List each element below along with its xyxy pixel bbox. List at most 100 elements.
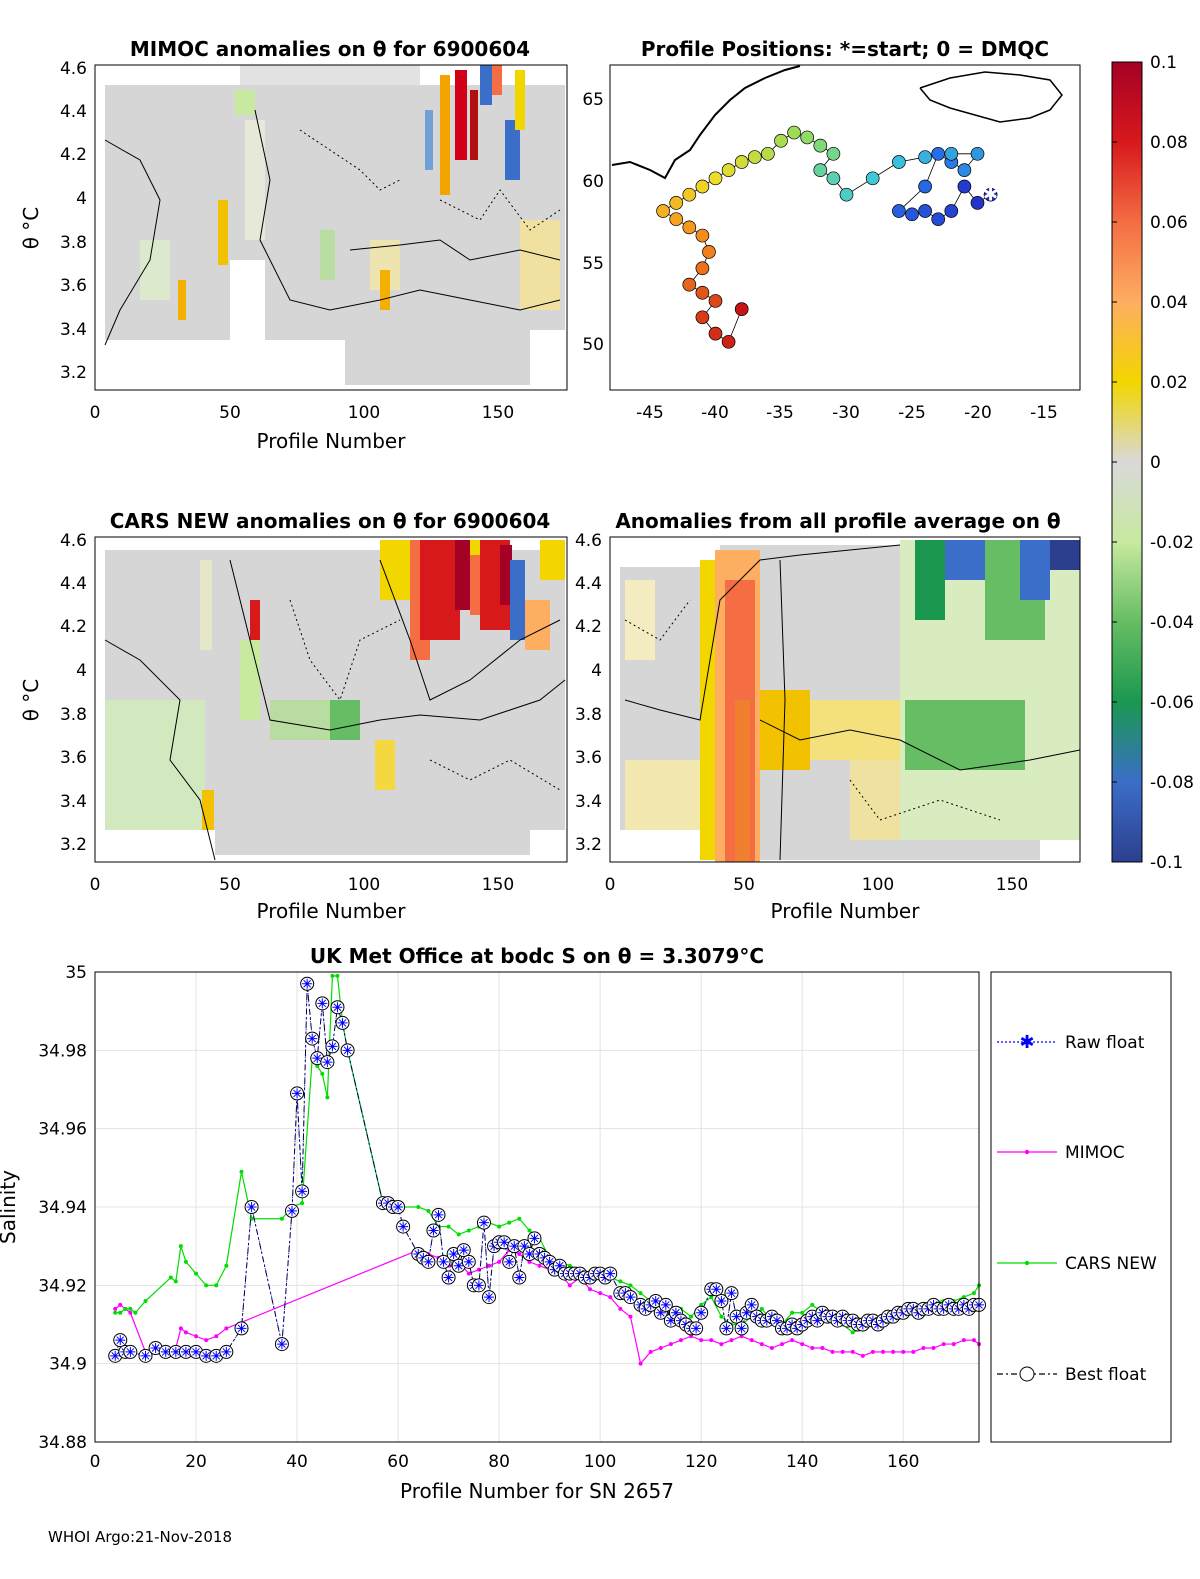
raw-float-point <box>696 1307 707 1318</box>
series-point <box>790 1310 795 1315</box>
colorbar-tick-label: 0.1 <box>1150 53 1177 73</box>
x-tick-label: 100 <box>584 1452 616 1472</box>
series-point <box>870 1349 875 1354</box>
raw-float-point <box>221 1346 232 1357</box>
raw-float-point <box>428 1225 439 1236</box>
y-tick-label: 3.4 <box>60 792 87 812</box>
legend-marker-raw: ✱ <box>1019 1032 1034 1053</box>
series-point <box>598 1291 603 1296</box>
raw-float-point <box>307 1033 318 1044</box>
series-point <box>759 1342 764 1347</box>
x-tick-label: 40 <box>286 1452 308 1472</box>
raw-float-point <box>499 1237 510 1248</box>
raw-float-point <box>514 1272 525 1283</box>
y-tick-label: 3.4 <box>60 320 87 340</box>
profile-position-marker <box>813 163 828 177</box>
raw-float-point <box>741 1307 752 1318</box>
series-point <box>719 1342 724 1347</box>
profile-position-marker <box>865 171 880 186</box>
allavg-panel: Anomalies from all profile average on θ <box>575 509 1081 923</box>
series-point <box>779 1342 784 1347</box>
series-point <box>214 1334 219 1339</box>
series-point <box>214 1283 219 1288</box>
y-tick-label: 34.92 <box>38 1276 87 1296</box>
raw-float-point <box>731 1311 742 1322</box>
y-tick-label: 4 <box>591 661 602 681</box>
profile-position-marker <box>695 285 710 300</box>
lon-tick-label: -25 <box>898 403 926 423</box>
x-tick-label: 160 <box>887 1452 919 1472</box>
y-tick-label: 3.8 <box>60 705 87 725</box>
raw-float-point <box>670 1307 681 1318</box>
series-point <box>971 1338 976 1343</box>
series-point <box>204 1338 209 1343</box>
y-tick-label: 34.98 <box>38 1041 87 1061</box>
y-tick-label: 4.4 <box>60 574 87 594</box>
profile-position-marker <box>918 150 932 164</box>
profile-position-marker <box>944 204 959 218</box>
raw-float-point <box>398 1221 409 1232</box>
profile-position-marker <box>721 334 736 349</box>
y-tick-label: 4.4 <box>575 574 602 594</box>
raw-float-point <box>650 1296 661 1306</box>
series-point <box>118 1310 123 1315</box>
series-point <box>618 1279 623 1284</box>
raw-float-point <box>327 1041 338 1052</box>
x-tick-label: 0 <box>90 875 101 895</box>
x-tick-label: 80 <box>488 1452 510 1472</box>
mimoc-heatmap <box>95 65 567 390</box>
series-point <box>921 1346 926 1350</box>
colorbar-tick-label: 0 <box>1150 453 1161 473</box>
x-tick-label: 150 <box>482 403 514 423</box>
salinity-xticks: 0 20 40 60 80 100 120 140 160 <box>90 1452 920 1472</box>
raw-float-point <box>665 1315 676 1326</box>
y-tick-label: 35 <box>65 963 87 983</box>
legend-label-mimoc: MIMOC <box>1065 1143 1125 1163</box>
series-point <box>426 1208 431 1213</box>
series-point <box>810 1346 815 1350</box>
series-point <box>810 1302 815 1307</box>
profile-position-marker <box>813 138 828 153</box>
profile-position-marker <box>669 196 684 210</box>
series-point <box>537 1263 542 1268</box>
series-point <box>891 1349 896 1354</box>
profile-position-marker <box>669 212 684 227</box>
profile-position-marker <box>656 204 670 218</box>
mimoc-xlabel: Profile Number <box>257 429 407 453</box>
raw-float-point <box>458 1245 469 1256</box>
series-point <box>118 1302 123 1307</box>
colorbar-tick-label: -0.02 <box>1150 533 1194 553</box>
colorbar-ticks: 0.1 0.08 0.06 0.04 0.02 0 -0.02 -0.04 -0.06 -0.08… <box>1112 53 1194 873</box>
x-tick-label: 100 <box>348 403 380 423</box>
raw-float-point <box>716 1296 727 1306</box>
profile-position-marker <box>970 196 985 210</box>
colorbar-tick-label: 0.02 <box>1150 373 1188 393</box>
series-point <box>800 1310 805 1315</box>
raw-float-point <box>170 1346 181 1357</box>
series-point <box>790 1338 795 1343</box>
salinity-series <box>108 973 986 1366</box>
series-point <box>128 1306 133 1311</box>
raw-float-point <box>246 1202 257 1212</box>
lon-tick-label: -20 <box>964 403 992 423</box>
iceland-coast <box>919 71 1063 123</box>
raw-float-point <box>342 1045 353 1056</box>
y-tick-label: 4 <box>76 189 87 209</box>
lat-tick-label: 60 <box>582 172 604 192</box>
series-point <box>860 1353 865 1358</box>
profile-position-marker <box>892 155 906 169</box>
y-tick-label: 3.6 <box>60 748 87 768</box>
raw-float-point <box>191 1346 202 1357</box>
profile-position-marker <box>695 228 710 243</box>
raw-float-point <box>524 1249 535 1259</box>
profile-position-marker <box>708 171 723 186</box>
series-point <box>668 1342 673 1347</box>
lat-tick-label: 55 <box>582 254 604 274</box>
y-tick-label: 3.8 <box>60 233 87 253</box>
raw-float-point <box>660 1299 671 1310</box>
raw-float-point <box>236 1323 247 1334</box>
x-tick-label: 0 <box>90 403 101 423</box>
series-point <box>239 1169 244 1174</box>
salinity-ylabel: Salinity <box>0 1170 20 1244</box>
series-point <box>466 1271 471 1276</box>
